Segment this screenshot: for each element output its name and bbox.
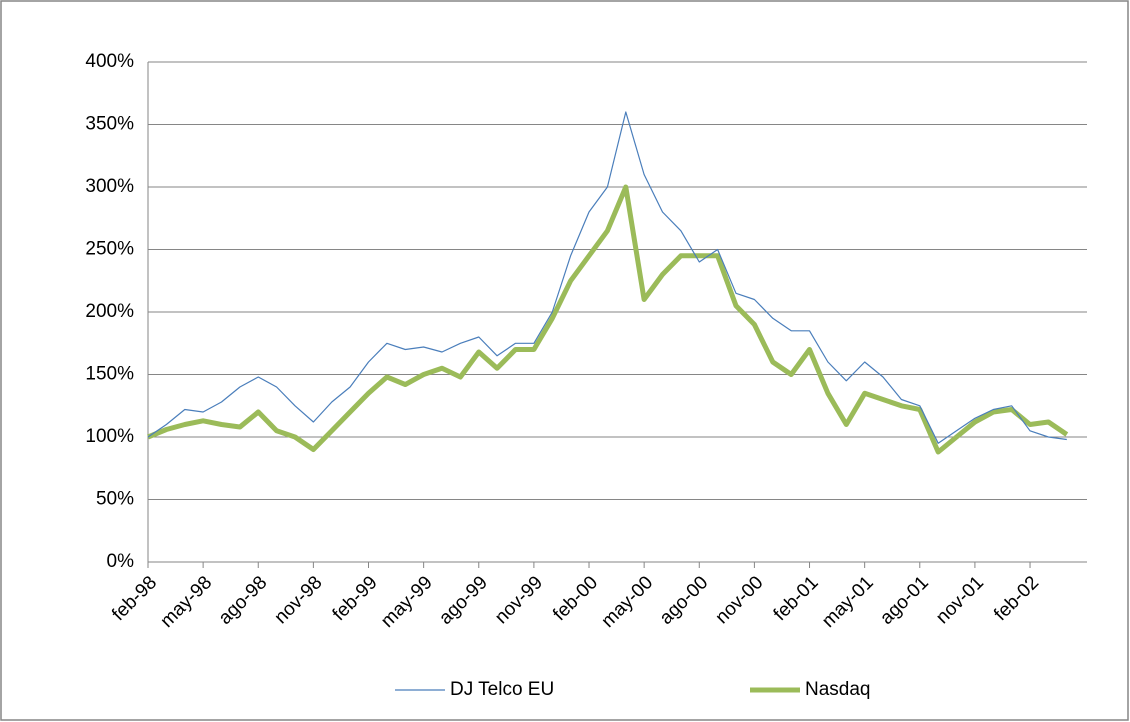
y-tick-label: 200%: [85, 301, 134, 322]
y-tick-label: 150%: [85, 364, 134, 385]
y-tick-label: 400%: [85, 51, 134, 72]
y-tick-label: 250%: [85, 239, 134, 260]
y-tick-label: 50%: [96, 489, 134, 510]
y-tick-label: 100%: [85, 426, 134, 447]
y-tick-label: 0%: [107, 551, 135, 572]
series-line: [147, 111, 1067, 444]
legend-label: Nasdaq: [805, 679, 871, 700]
legend-label: DJ Telco EU: [450, 679, 554, 700]
series-line: [147, 184, 1069, 455]
y-tick-label: 350%: [85, 114, 134, 135]
y-tick-label: 300%: [85, 176, 134, 197]
